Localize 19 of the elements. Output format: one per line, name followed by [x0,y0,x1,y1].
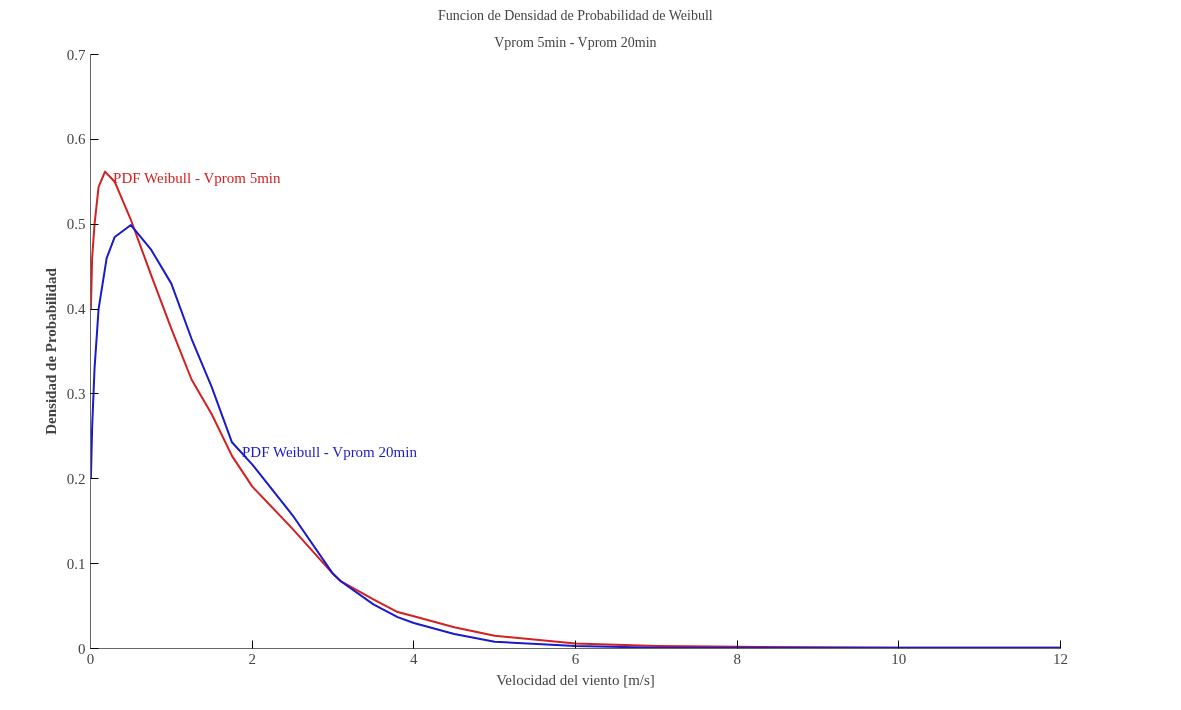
x-tick-label: 8 [733,650,741,667]
x-tick-label: 10 [891,650,907,667]
y-tick-label: 0.2 [66,470,86,487]
y-tick-label: 0.6 [66,131,86,148]
x-tick-label: 6 [571,650,580,667]
chart-subtitle: Vprom 5min - Vprom 20min [494,34,657,50]
x-tick-label: 2 [248,650,256,667]
chart-title: Funcion de Densidad de Probabilidad de Weibull [438,7,713,23]
series-label: PDF Weibull - Vprom 5min [113,169,281,186]
y-tick-label: 0.4 [66,301,86,318]
x-tick-label: 12 [1053,650,1068,667]
x-tick-label: 4 [410,650,419,667]
y-tick-label: 0.3 [66,385,86,402]
y-axis-title: Densidad de Probabilidad [42,267,59,435]
x-axis-title: Velocidad del viento [m/s] [496,671,655,688]
y-tick-label: 0.5 [66,216,86,233]
series-label: PDF Weibull - Vprom 20min [241,444,418,461]
y-tick-label: 0.7 [66,46,86,63]
y-tick-label: 0.1 [66,555,86,572]
